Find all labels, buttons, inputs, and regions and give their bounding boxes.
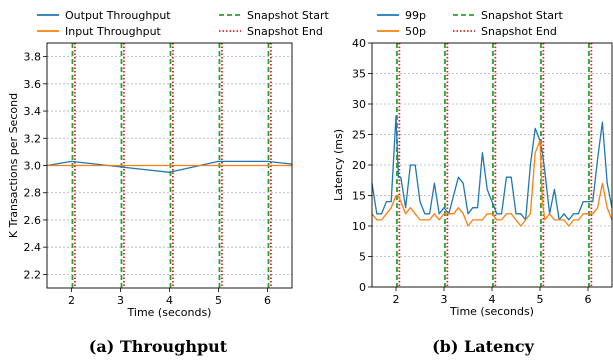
y-tick-label: 25	[352, 129, 366, 142]
y-tick-label: 3.0	[24, 160, 42, 173]
x-tick-label: 3	[441, 293, 448, 306]
series-line-2	[371, 139, 613, 227]
x-tick-label: 5	[215, 294, 222, 307]
y-tick-label: 3.8	[24, 51, 42, 64]
legend-label: Snapshot End	[481, 25, 557, 38]
y-tick-label: 3.6	[24, 78, 42, 91]
plot-frame	[371, 42, 613, 288]
legend-label: Input Throughput	[65, 25, 162, 38]
y-tick-label: 3.2	[24, 132, 42, 145]
plot-frame	[46, 42, 293, 289]
y-axis-label: K Transactions per Second	[7, 93, 20, 238]
x-axis-label: Time (seconds)	[449, 305, 534, 318]
legend-label: 50p	[405, 25, 426, 38]
x-axis-label: Time (seconds)	[127, 306, 212, 319]
x-tick-label: 6	[264, 294, 271, 307]
legend-label: Output Throughput	[65, 9, 171, 22]
legend-label: Snapshot Start	[481, 9, 563, 22]
x-tick-label: 4	[166, 294, 173, 307]
y-tick-label: 2.8	[24, 187, 42, 200]
x-tick-label: 2	[68, 294, 75, 307]
chart-panel-1: 2.2 2.4 2.6 2.8 3.0 3.2 3.4 3.6 3.8 2 3 4 5 6 Time (se…	[7, 9, 329, 356]
y-tick-label: 40	[352, 37, 366, 50]
y-axis-label: Latency (ms)	[332, 129, 345, 201]
figure-caption: (a) Throughput	[89, 337, 228, 356]
y-tick-label: 2.4	[24, 241, 42, 254]
legend-label: 99p	[405, 9, 426, 22]
x-tick-label: 2	[393, 293, 400, 306]
y-tick-label: 10	[352, 220, 366, 233]
y-tick-label: 35	[352, 68, 366, 81]
y-tick-label: 0	[359, 281, 366, 294]
y-tick-label: 2.2	[24, 268, 42, 281]
series-line-1	[371, 115, 613, 221]
y-tick-label: 15	[352, 190, 366, 203]
y-tick-label: 3.4	[24, 105, 42, 118]
figure-caption: (b) Latency	[432, 337, 534, 356]
legend-label: Snapshot End	[247, 25, 323, 38]
series-line-1	[46, 160, 293, 173]
x-tick-label: 6	[585, 293, 592, 306]
x-tick-label: 3	[117, 294, 124, 307]
legend-label: Snapshot Start	[247, 9, 329, 22]
y-tick-label: 5	[359, 251, 366, 264]
x-tick-label: 4	[489, 293, 496, 306]
y-tick-label: 30	[352, 98, 366, 111]
chart-panel-2: 0 5 10 15 20 25 30 35 40 2 3 4 5 6 Time (seconds) Laten…	[332, 9, 613, 356]
y-tick-label: 2.6	[24, 214, 42, 227]
y-tick-label: 20	[352, 159, 366, 172]
x-tick-label: 5	[537, 293, 544, 306]
